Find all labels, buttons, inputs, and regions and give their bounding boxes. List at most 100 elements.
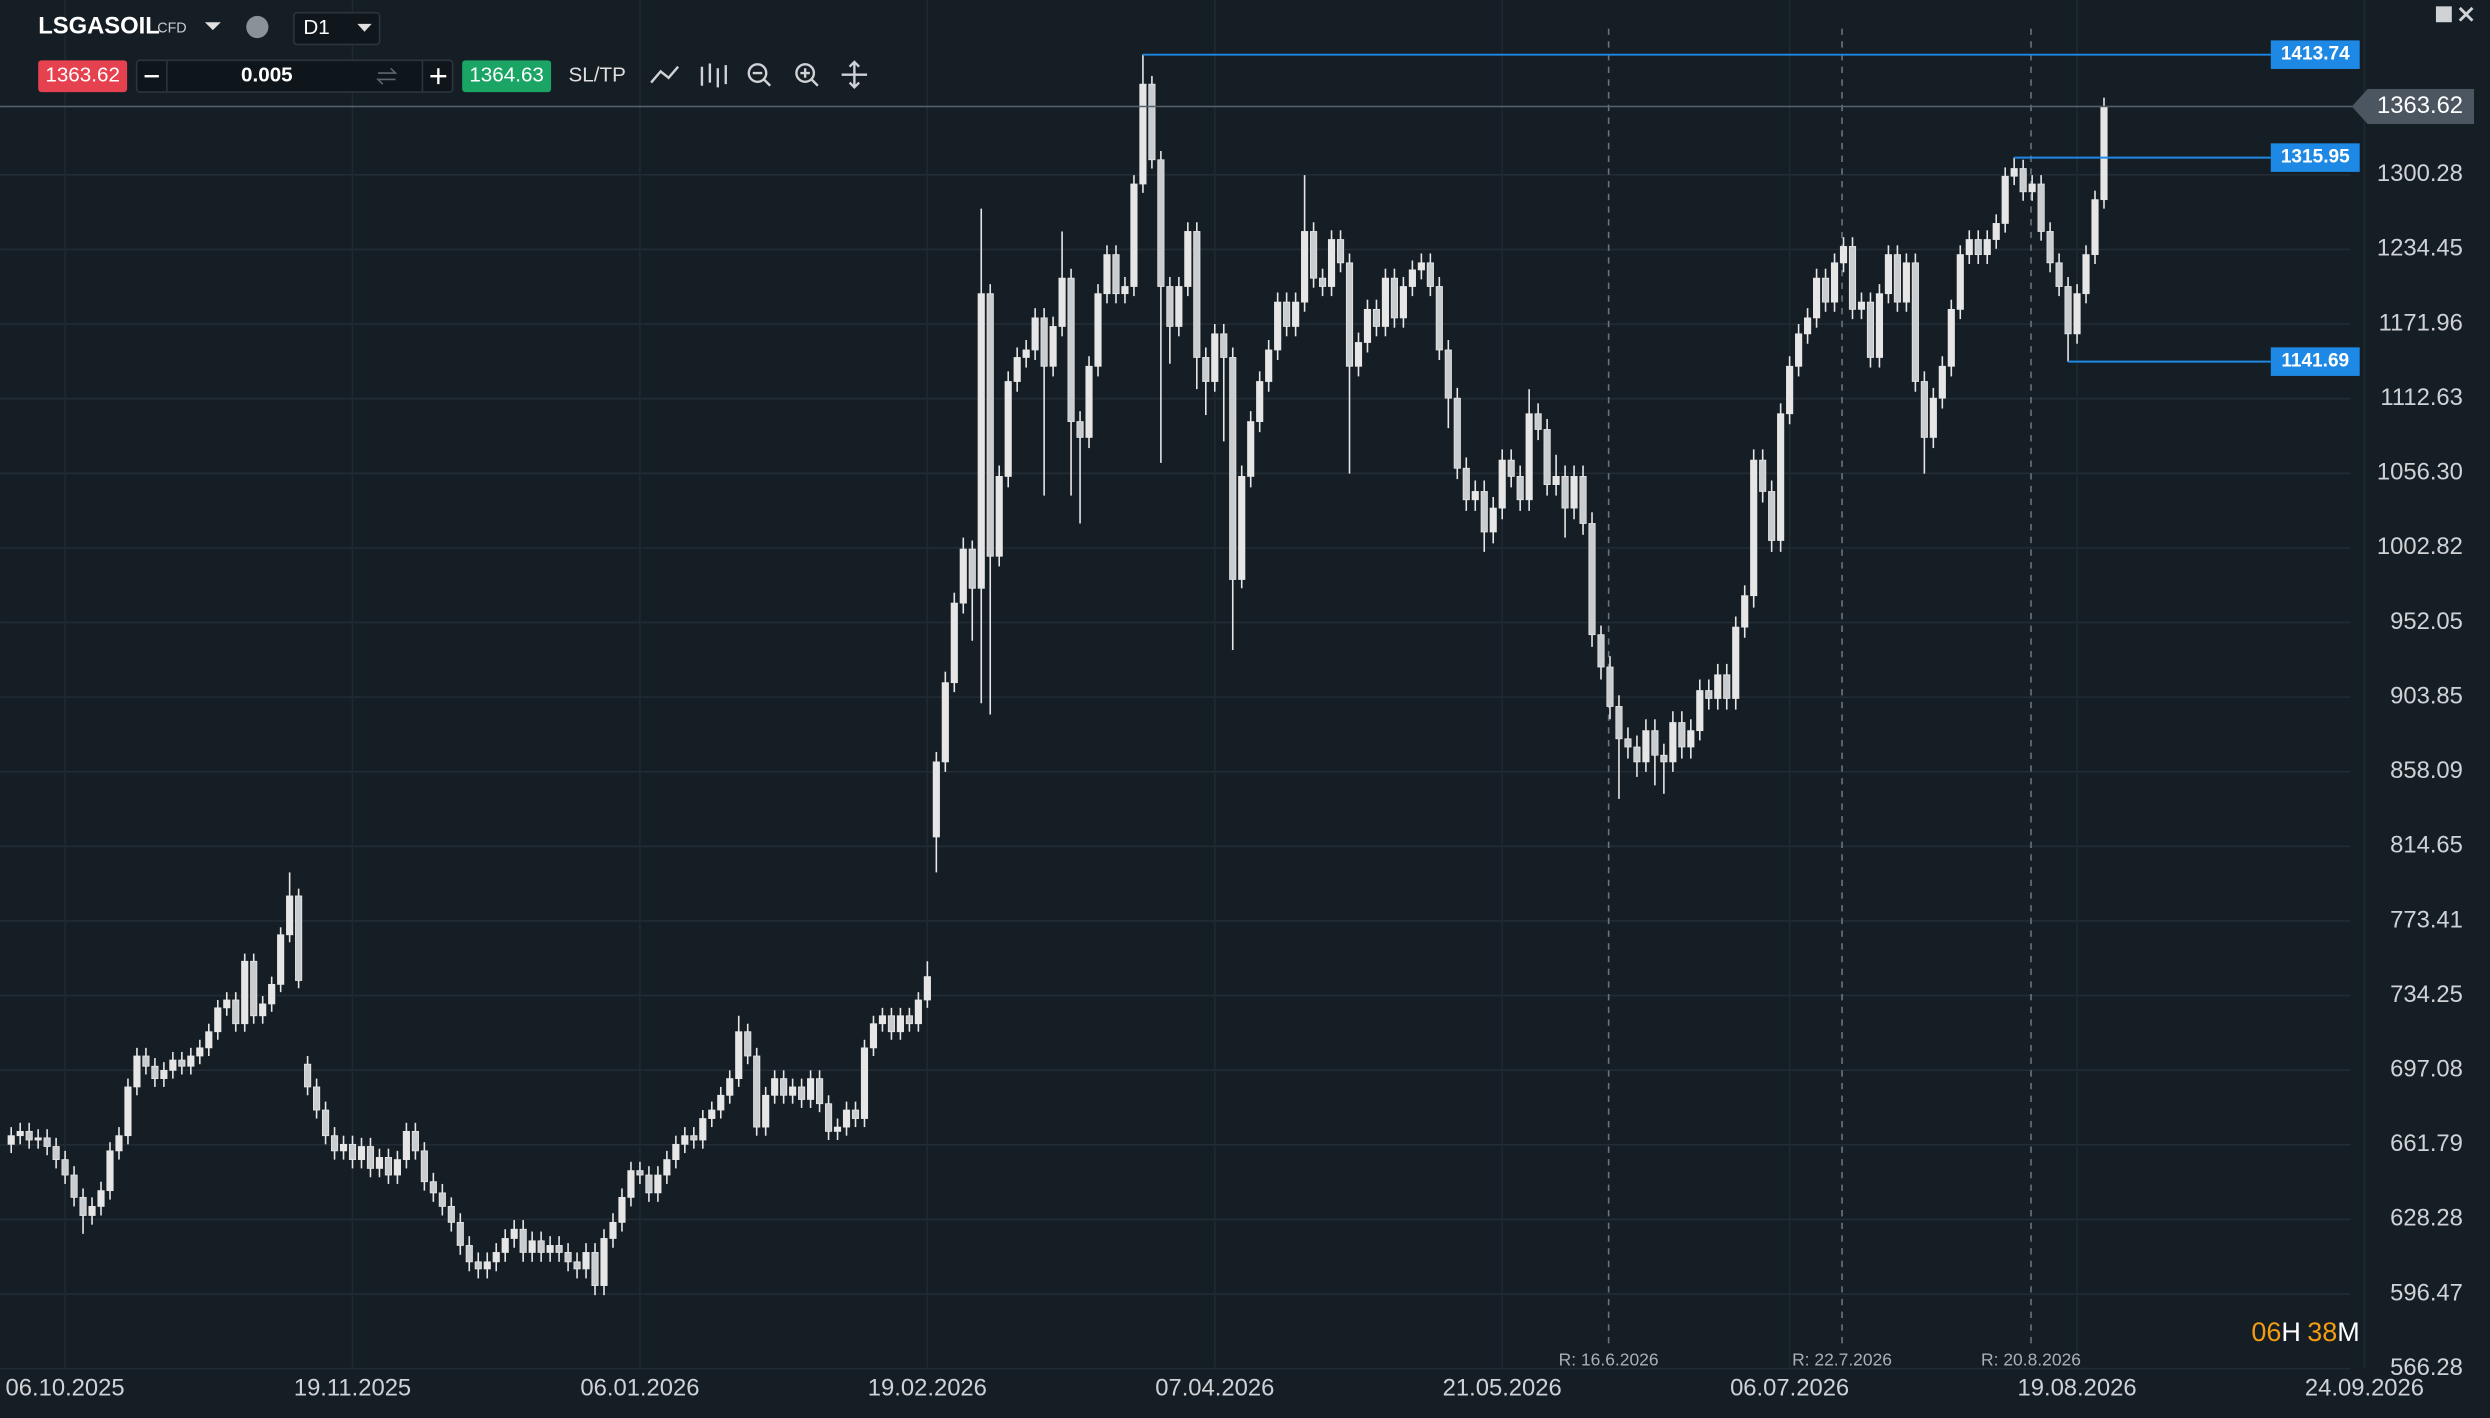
x-tick-label: 06.10.2025	[6, 1375, 125, 1402]
candle-body-up	[1417, 262, 1425, 271]
y-tick-label: 1056.30	[2377, 459, 2463, 486]
candle-body-up	[1956, 254, 1964, 310]
candle-body-down	[1660, 754, 1668, 763]
sell-button[interactable]	[38, 60, 128, 93]
candle-body-down	[348, 1143, 357, 1161]
candle-body-up	[1058, 277, 1066, 327]
candle-body-up	[1642, 730, 1650, 763]
candle-body-down	[1615, 706, 1623, 740]
countdown: 06H 38M	[2251, 1317, 2359, 1347]
candle-body-up	[789, 1086, 797, 1096]
candle-body-up	[600, 1238, 608, 1286]
candle-body-up	[1408, 269, 1416, 287]
candle-body-down	[1193, 231, 1201, 358]
candle-body-up	[654, 1174, 662, 1194]
candle-body-up	[1938, 365, 1946, 399]
y-tick-label: 734.25	[2390, 981, 2463, 1008]
candle-body-down	[824, 1103, 833, 1132]
candle-body-up	[726, 1078, 734, 1096]
candle-body-down	[1723, 674, 1731, 699]
candle-body-up	[807, 1078, 815, 1100]
candle-body-down	[1336, 239, 1345, 264]
symbol[interactable]: LSGASOIL	[38, 12, 160, 39]
candle-body-down	[1893, 254, 1901, 303]
plus-button[interactable]	[430, 68, 447, 85]
candle-body-up	[977, 293, 985, 589]
candle-body-up	[124, 1086, 132, 1137]
candle-body-down	[591, 1252, 599, 1286]
plot	[7, 54, 2108, 1296]
candle-body-down	[744, 1031, 752, 1057]
candle-body-down	[1534, 413, 1542, 430]
zoom-in-icon[interactable]	[795, 63, 819, 87]
close-icon[interactable]	[2458, 6, 2474, 22]
countdown-m: M	[2337, 1317, 2359, 1347]
last-price-label: 1363.62	[2377, 92, 2463, 119]
candle-body-up	[582, 1252, 590, 1270]
candle-body-up	[663, 1159, 671, 1176]
candle-body-up	[1013, 357, 1021, 382]
minimize-icon[interactable]	[2435, 6, 2452, 23]
candle-body-down	[1543, 429, 1551, 485]
candle-body-up	[169, 1059, 177, 1071]
candle-body-down	[968, 548, 976, 589]
candle-body-down	[384, 1157, 393, 1176]
countdown-hours: 06	[2251, 1317, 2281, 1347]
quantity-box	[135, 59, 454, 93]
level-tag	[2270, 347, 2360, 376]
candle-body-up	[286, 895, 294, 936]
info-icon[interactable]	[246, 15, 269, 39]
level-tag	[2270, 40, 2360, 69]
x-tick-label: 19.02.2026	[868, 1375, 987, 1402]
candle-body-down	[61, 1159, 69, 1176]
y-tick-label: 697.08	[2390, 1055, 2463, 1082]
candle-body-up	[402, 1130, 410, 1161]
candle-body-down	[1076, 421, 1084, 438]
candle-body-up	[2028, 183, 2036, 193]
candle-body-up	[914, 999, 922, 1025]
candle-body-up	[1327, 239, 1336, 287]
candle-body-down	[465, 1245, 473, 1263]
candle-body-down	[905, 1015, 913, 1025]
candle-body-up	[1103, 254, 1111, 295]
symbol-dropdown[interactable]	[204, 22, 221, 31]
candle-body-up	[860, 1047, 869, 1119]
grid: 1300.28 1234.45 1171.96 1112.63 1056.30 1002.…	[0, 0, 2463, 1402]
candle-body-up	[1525, 413, 1533, 501]
candle-body-up	[1489, 507, 1497, 533]
y-tick-label: 1300.28	[2377, 160, 2463, 187]
sltp-button[interactable]: SL/TP	[569, 64, 626, 87]
candle-body-up	[1795, 333, 1803, 367]
candle-body-up	[1139, 83, 1147, 185]
candle-body-down	[519, 1228, 527, 1253]
candle-body-down	[43, 1137, 51, 1147]
candle-body-up	[2082, 254, 2090, 295]
candle-body-up	[1839, 246, 1848, 264]
y-tick-label: 628.28	[2390, 1205, 2463, 1232]
candle-body-down	[1920, 381, 1928, 438]
y-tick-label: 1171.96	[2379, 309, 2463, 336]
x-tick-label: 06.01.2026	[580, 1375, 699, 1402]
candle-body-up	[1022, 349, 1030, 358]
candle-body-down	[1372, 308, 1381, 327]
candle-body-up	[1094, 293, 1102, 367]
candle-body-down	[1633, 746, 1641, 763]
swap-icon[interactable]	[376, 67, 398, 85]
timeframe-select[interactable]	[293, 11, 381, 46]
candle-body-up	[1471, 491, 1479, 501]
candle-body-up	[2091, 199, 2099, 256]
pan-icon[interactable]	[841, 60, 868, 90]
zoom-out-icon[interactable]	[747, 63, 772, 87]
buy-button[interactable]	[462, 60, 552, 93]
candle-body-up	[133, 1055, 141, 1088]
candle-body-up	[357, 1146, 366, 1161]
quantity[interactable]: 0.005	[241, 64, 293, 87]
candle-icon[interactable]	[700, 63, 727, 88]
line-chart-icon[interactable]	[650, 65, 680, 84]
candle-body-down	[1866, 301, 1875, 358]
candle-body-up	[2100, 106, 2108, 201]
candle-body-up	[106, 1150, 114, 1192]
y-tick-label: 952.05	[2390, 608, 2463, 635]
candle-body-up	[1256, 381, 1264, 422]
candle-body-down	[1310, 231, 1318, 279]
